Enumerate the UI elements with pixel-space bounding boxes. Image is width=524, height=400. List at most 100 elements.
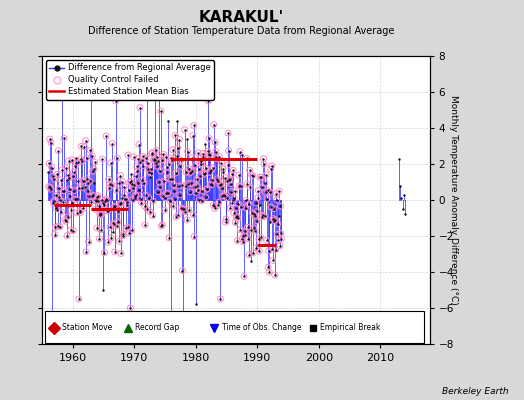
Point: [185, 170, 194, 176]
Point: [166, 198, 174, 204]
Point: [253, 218, 261, 224]
Point: [237, 204, 246, 210]
Point: [151, 68, 159, 75]
Point: [86, 147, 94, 154]
Point: [210, 122, 218, 128]
Point: [113, 222, 121, 229]
Point: [145, 168, 154, 175]
Point: [95, 203, 103, 210]
Point: [194, 150, 203, 156]
Point: [219, 193, 227, 199]
Point: [214, 178, 223, 184]
Point: [166, 198, 174, 204]
Point: [52, 205, 60, 212]
Point: [223, 162, 232, 168]
Point: [211, 205, 219, 212]
Point: [76, 209, 84, 216]
Point: [123, 199, 131, 205]
Point: [131, 194, 139, 201]
Point: [213, 156, 221, 162]
Point: [89, 192, 97, 198]
Point: [250, 213, 259, 219]
Point: [145, 194, 153, 201]
Point: [124, 152, 132, 158]
Point: [130, 182, 138, 188]
Point: [171, 132, 179, 139]
Point: [162, 164, 171, 170]
Point: [66, 186, 74, 192]
Point: [233, 213, 241, 220]
Point: [68, 200, 76, 206]
Point: [54, 194, 63, 200]
Point: [139, 162, 148, 169]
Point: [206, 181, 215, 187]
Point: [45, 160, 53, 167]
Point: [50, 176, 58, 182]
Text: Station Move: Station Move: [62, 323, 112, 332]
Point: [71, 163, 80, 170]
Point: [181, 208, 189, 215]
Point: [95, 236, 104, 242]
Point: [215, 154, 224, 160]
Point: [200, 169, 209, 176]
Point: [256, 174, 264, 180]
Point: [217, 181, 225, 188]
Point: [133, 163, 141, 170]
Point: [246, 184, 254, 190]
Point: [83, 188, 92, 194]
Point: [68, 156, 77, 163]
Point: [73, 196, 82, 202]
Point: [51, 224, 59, 231]
Point: [178, 267, 187, 274]
Point: [52, 171, 61, 178]
Point: [139, 153, 147, 160]
Point: [54, 148, 62, 154]
Point: [231, 188, 239, 194]
Point: [148, 150, 156, 156]
Point: [260, 161, 268, 168]
Point: [276, 203, 285, 209]
Point: [196, 158, 205, 164]
Point: [185, 166, 193, 172]
Point: [268, 246, 276, 252]
Point: [191, 184, 199, 190]
Point: [258, 184, 267, 190]
Point: [119, 232, 128, 239]
Point: [212, 148, 220, 155]
Point: [106, 160, 115, 166]
Point: [144, 159, 152, 166]
Point: [121, 196, 129, 202]
Point: [62, 218, 70, 224]
Point: [148, 212, 157, 219]
Point: [277, 230, 285, 236]
Point: [62, 218, 70, 224]
Point: [66, 186, 74, 192]
Point: [94, 197, 103, 204]
Point: [138, 176, 147, 183]
Point: [128, 196, 137, 203]
Point: [94, 192, 102, 199]
Point: [99, 200, 107, 206]
Point: [158, 157, 166, 163]
Point: [256, 202, 265, 209]
Point: [172, 214, 180, 220]
Point: [124, 187, 133, 193]
Point: [156, 168, 165, 174]
Point: [135, 187, 144, 194]
Point: [114, 219, 122, 225]
Point: [53, 223, 62, 230]
Point: [257, 174, 266, 180]
Point: [48, 164, 56, 171]
Point: [169, 203, 178, 209]
Point: [92, 197, 100, 203]
Point: [257, 234, 265, 240]
Point: [221, 174, 229, 181]
Point: [113, 155, 122, 161]
Point: [103, 197, 111, 203]
Point: [277, 230, 285, 236]
Point: [81, 183, 89, 190]
Point: [273, 231, 281, 238]
Point: [268, 257, 277, 264]
Point: [234, 215, 242, 222]
Point: [56, 224, 64, 230]
